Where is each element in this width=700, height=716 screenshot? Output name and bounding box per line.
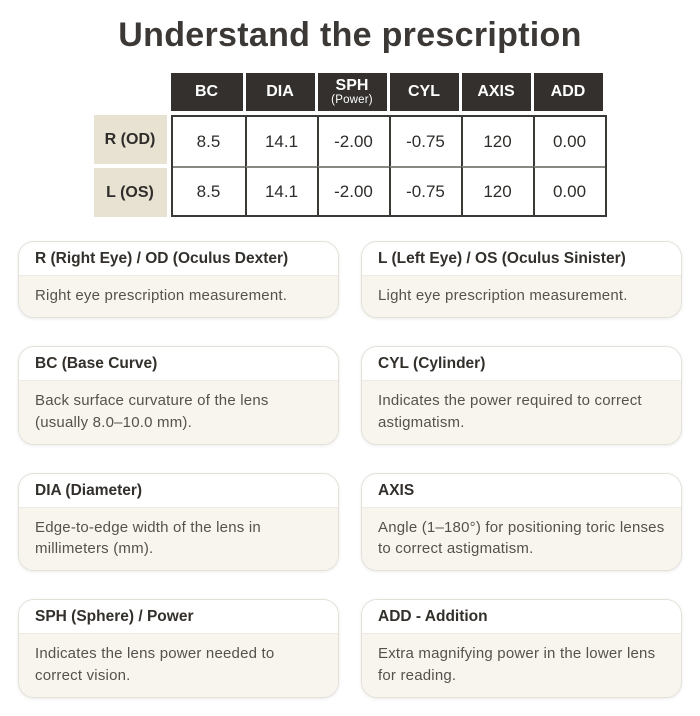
value-cell-l-dia: 14.1 xyxy=(244,166,317,215)
table-header-row: BC DIA SPH (Power) CYL AXIS ADD xyxy=(170,73,607,111)
card-title: BC (Base Curve) xyxy=(19,347,338,382)
card-title: SPH (Sphere) / Power xyxy=(19,600,338,635)
value-cell-l-sph: -2.00 xyxy=(316,166,389,215)
card-description: Right eye prescription measurement. xyxy=(19,276,338,318)
value-cell-r-cyl: -0.75 xyxy=(388,117,461,166)
column-header-dia: DIA xyxy=(242,73,315,111)
column-header-label: CYL xyxy=(408,82,440,100)
table-values-column: BC DIA SPH (Power) CYL AXIS ADD xyxy=(170,73,607,217)
definition-card-l-os: L (Left Eye) / OS (Oculus Sinister) Ligh… xyxy=(361,241,682,319)
column-header-sph: SPH (Power) xyxy=(314,73,387,111)
column-header-label: BC xyxy=(194,82,219,100)
page: Understand the prescription R (OD) L (OS… xyxy=(0,16,700,716)
value-cell-l-cyl: -0.75 xyxy=(388,166,461,215)
row-label-left-eye: L (OS) xyxy=(93,168,167,217)
card-description: Extra magnifying power in the lower lens… xyxy=(362,634,681,698)
page-title: Understand the prescription xyxy=(118,16,582,54)
definition-card-sph: SPH (Sphere) / Power Indicates the lens … xyxy=(18,599,339,699)
definition-card-axis: AXIS Angle (1–180°) for positioning tori… xyxy=(361,472,682,572)
column-header-label: ADD xyxy=(550,82,586,100)
card-title: R (Right Eye) / OD (Oculus Dexter) xyxy=(19,242,338,276)
value-cell-l-add: 0.00 xyxy=(532,166,605,215)
value-cell-r-dia: 14.1 xyxy=(244,117,317,166)
labels-header-spacer xyxy=(94,73,167,115)
table-body: 8.5 14.1 -2.00 -0.75 120 0.00 8.5 14.1 -… xyxy=(170,115,607,217)
value-cell-r-sph: -2.00 xyxy=(316,117,389,166)
card-title: AXIS xyxy=(362,473,681,508)
column-header-add: ADD xyxy=(530,73,603,111)
card-description: Back surface curvature of the lens (usua… xyxy=(19,381,338,444)
card-title: ADD - Addition xyxy=(362,600,681,635)
column-header-axis: AXIS xyxy=(458,73,531,111)
column-header-label: SPH xyxy=(335,76,369,94)
row-labels-column: R (OD) L (OS) xyxy=(93,73,167,217)
definition-card-add: ADD - Addition Extra magnifying power in… xyxy=(361,599,682,699)
value-cell-r-axis: 120 xyxy=(460,117,533,166)
column-header-label: AXIS xyxy=(477,82,515,100)
prescription-table: R (OD) L (OS) BC DIA SPH (Power) CYL xyxy=(0,73,700,217)
column-header-label: DIA xyxy=(266,82,294,100)
definition-card-cyl: CYL (Cylinder) Indicates the power requi… xyxy=(361,346,682,445)
card-description: Light eye prescription measurement. xyxy=(362,276,681,318)
value-cell-r-bc: 8.5 xyxy=(172,117,245,166)
card-title: DIA (Diameter) xyxy=(19,473,338,508)
value-cell-r-add: 0.00 xyxy=(532,117,605,166)
definition-card-bc: BC (Base Curve) Back surface curvature o… xyxy=(18,346,339,445)
column-header-sublabel: (Power) xyxy=(331,94,373,107)
card-description: Edge-to-edge width of the lens in millim… xyxy=(19,507,338,571)
card-description: Angle (1–180°) for positioning toric len… xyxy=(362,507,681,571)
card-title: CYL (Cylinder) xyxy=(362,347,681,382)
column-header-bc: BC xyxy=(170,73,243,111)
definition-card-r-od: R (Right Eye) / OD (Oculus Dexter) Right… xyxy=(18,241,339,319)
definition-card-dia: DIA (Diameter) Edge-to-edge width of the… xyxy=(18,472,339,572)
value-cell-l-bc: 8.5 xyxy=(172,166,245,215)
definition-cards-grid: R (Right Eye) / OD (Oculus Dexter) Right… xyxy=(0,241,700,699)
column-header-cyl: CYL xyxy=(386,73,459,111)
row-label-right-eye: R (OD) xyxy=(93,115,167,164)
card-description: Indicates the lens power needed to corre… xyxy=(19,634,338,698)
card-description: Indicates the power required to correct … xyxy=(362,381,681,444)
card-title: L (Left Eye) / OS (Oculus Sinister) xyxy=(362,242,681,276)
value-cell-l-axis: 120 xyxy=(460,166,533,215)
